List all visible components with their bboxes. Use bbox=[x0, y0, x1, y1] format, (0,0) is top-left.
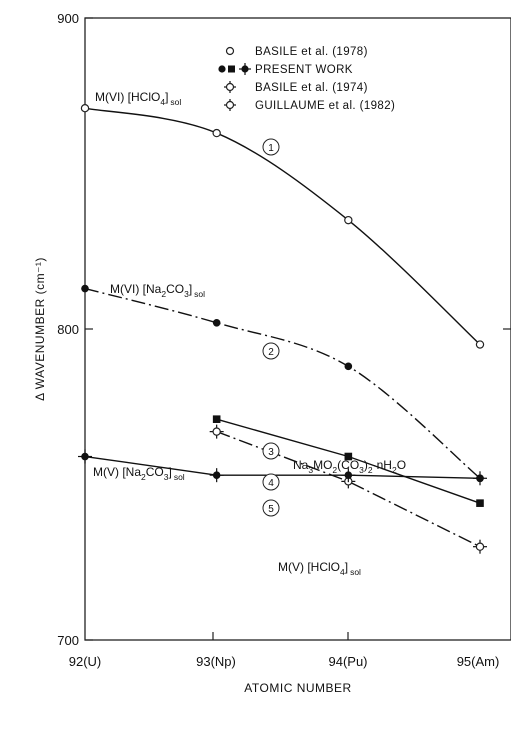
legend-entry-present-work: PRESENT WORK bbox=[218, 63, 352, 76]
data-point-s3-2 bbox=[344, 452, 353, 461]
data-point-s1-1 bbox=[80, 103, 90, 113]
y-tick-label: 900 bbox=[57, 11, 79, 26]
legend-label: BASILE et al. (1974) bbox=[255, 82, 368, 94]
legend-label: PRESENT WORK bbox=[255, 64, 353, 76]
legend-marker-open-circle bbox=[225, 46, 235, 56]
data-point-s5-3 bbox=[341, 468, 356, 483]
legend-marker-open-cross-circle bbox=[224, 81, 236, 93]
x-tick-label: 95(Am) bbox=[457, 654, 500, 669]
data-point-s5-1 bbox=[78, 449, 92, 464]
data-point-s4-1 bbox=[209, 424, 224, 439]
series-label-1: M(VI) [HClO4] sol bbox=[95, 90, 181, 107]
legend: BASILE et al. (1978) PRESENT WORK BASILE… bbox=[218, 46, 395, 112]
legend-label: GUILLAUME et al. (1982) bbox=[255, 100, 395, 112]
legend-marker-open-cross-circle bbox=[224, 99, 236, 111]
data-point-s2-1 bbox=[81, 284, 89, 293]
series-line-1 bbox=[84, 107, 481, 346]
curve-number-4: 4 bbox=[262, 473, 280, 491]
curve-number-2: 2 bbox=[262, 342, 280, 360]
legend-entry-basile-1978: BASILE et al. (1978) bbox=[225, 46, 368, 58]
x-tick-label: 93(Np) bbox=[196, 654, 236, 669]
data-point-s1-2 bbox=[212, 128, 221, 138]
legend-label: BASILE et al. (1978) bbox=[255, 46, 368, 58]
data-point-s2-3 bbox=[344, 362, 353, 371]
legend-entry-basile-1974: BASILE et al. (1974) bbox=[224, 81, 368, 94]
series-markers bbox=[78, 103, 487, 554]
series-line-2 bbox=[84, 287, 481, 479]
series-annotations: M(VI) [HClO4] sol M(VI) [Na2CO3] sol Na3MO… bbox=[93, 90, 406, 577]
data-point-s2-2 bbox=[212, 318, 221, 327]
legend-entry-guillaume-1982: GUILLAUME et al. (1982) bbox=[224, 99, 395, 112]
x-tick-label: 92(U) bbox=[69, 654, 102, 669]
data-point-s3-3 bbox=[476, 499, 484, 507]
data-point-s4-3 bbox=[473, 539, 487, 554]
x-axis-ticks: 92(U) 93(Np) 94(Pu) 95(Am) bbox=[69, 632, 500, 669]
curve-number-5-text: 5 bbox=[268, 504, 274, 515]
series-label-5: M(V) [Na2CO3] sol bbox=[93, 465, 185, 482]
data-point-s1-3 bbox=[344, 215, 353, 225]
curve-number-4-text: 4 bbox=[268, 478, 274, 489]
x-axis-label: ATOMIC NUMBER bbox=[244, 681, 351, 695]
data-point-s5-4 bbox=[473, 471, 487, 486]
curve-number-3: 3 bbox=[262, 442, 280, 460]
x-tick-label: 94(Pu) bbox=[328, 654, 367, 669]
curve-number-3-text: 3 bbox=[268, 447, 274, 458]
series-label-2: M(VI) [Na2CO3] sol bbox=[110, 282, 205, 299]
series-line-5 bbox=[84, 455, 481, 479]
curve-number-2-text: 2 bbox=[268, 347, 274, 358]
curve-number-1-text: 1 bbox=[268, 143, 274, 154]
data-point-s5-2 bbox=[209, 468, 224, 483]
legend-marker-filled-symbols bbox=[218, 63, 251, 75]
y-axis-ticks: 900 800 700 bbox=[57, 11, 511, 648]
data-point-s3-1 bbox=[212, 415, 221, 423]
curve-number-5: 5 bbox=[262, 499, 280, 517]
y-axis-label: Δ WAVENUMBER (cm⁻¹) bbox=[33, 257, 47, 401]
series-label-3: Na3MO2(CO3)2·nH2O bbox=[293, 458, 406, 475]
series-label-4: M(V) [HClO4] sol bbox=[278, 560, 361, 577]
y-tick-label: 800 bbox=[57, 322, 79, 337]
curve-number-1: 1 bbox=[262, 138, 280, 156]
data-point-s1-4 bbox=[475, 340, 485, 349]
y-tick-label: 700 bbox=[57, 633, 79, 648]
